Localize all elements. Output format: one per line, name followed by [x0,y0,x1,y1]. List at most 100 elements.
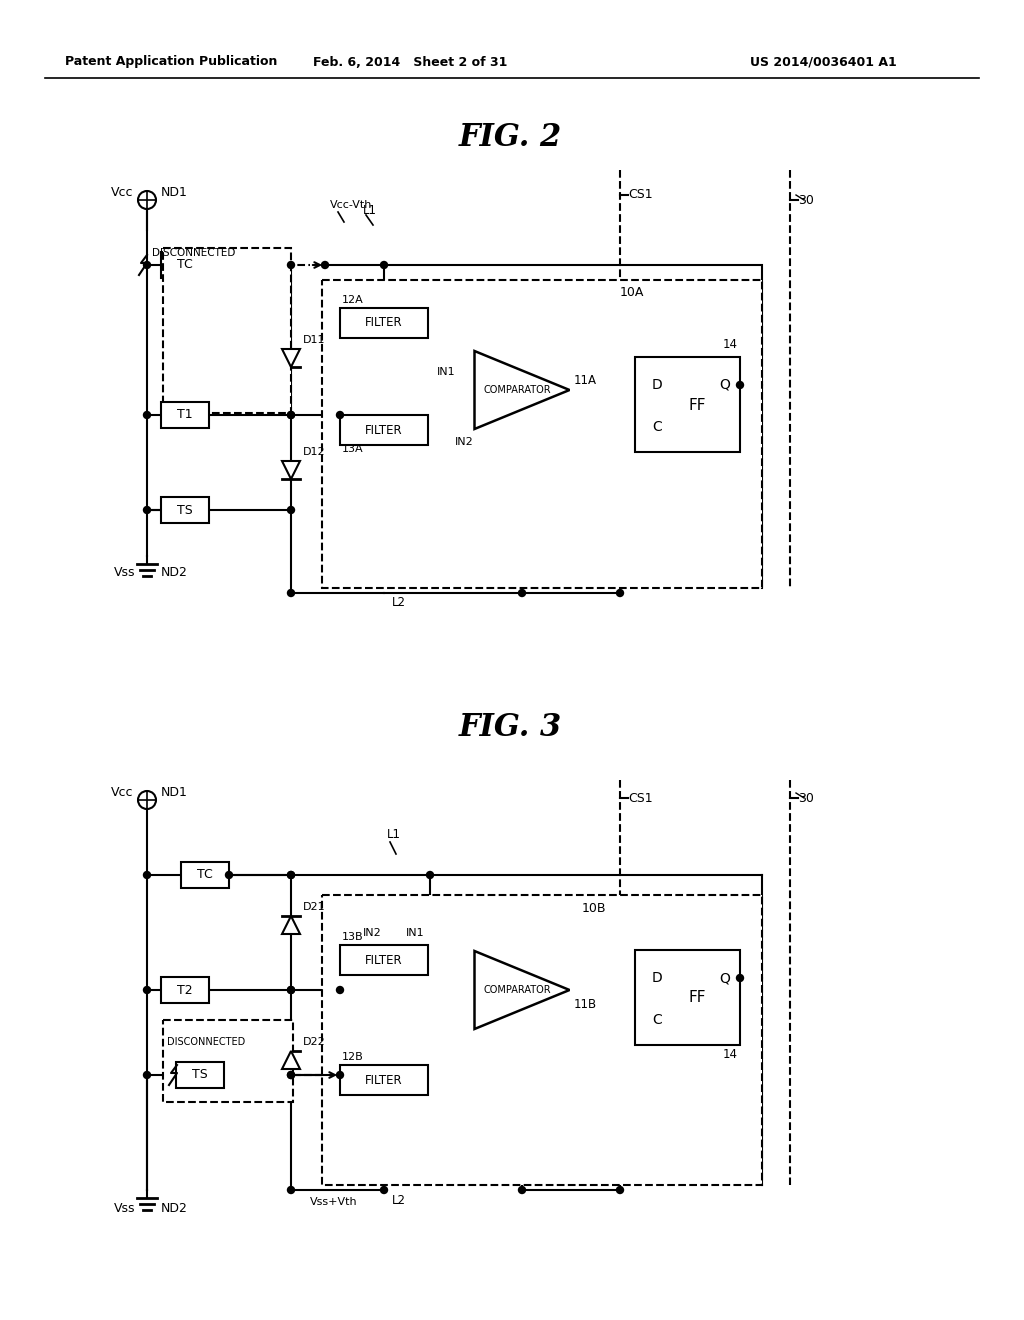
Bar [340,308,428,338]
Bar [322,895,762,1185]
Text: FIG. 3: FIG. 3 [459,713,561,743]
Text: FF: FF [688,990,706,1006]
Text: ND2: ND2 [161,1203,187,1214]
Circle shape [381,261,387,268]
Text: D12: D12 [303,447,326,457]
Bar [340,945,428,975]
Text: FILTER: FILTER [366,953,402,966]
Circle shape [143,412,151,418]
Polygon shape [282,348,300,367]
Text: 11A: 11A [574,374,597,387]
Circle shape [616,590,624,597]
Bar [161,977,209,1003]
Text: DISCONNECTED: DISCONNECTED [167,1038,246,1047]
Bar [161,252,209,279]
Circle shape [427,871,433,879]
Text: L1: L1 [362,203,377,216]
Circle shape [288,412,295,418]
Circle shape [225,871,232,879]
Circle shape [288,871,295,879]
Circle shape [288,1072,295,1078]
Text: 10B: 10B [582,902,606,915]
Bar [161,498,209,523]
Circle shape [288,590,295,597]
Polygon shape [474,950,569,1030]
Circle shape [288,412,295,418]
Circle shape [381,1187,387,1193]
Text: TC: TC [198,869,213,882]
Circle shape [288,871,295,879]
Text: FILTER: FILTER [366,317,402,330]
Circle shape [322,261,329,268]
Text: D22: D22 [303,1038,326,1047]
Text: FIG. 2: FIG. 2 [459,123,561,153]
Circle shape [288,261,295,268]
Text: 13A: 13A [342,444,364,454]
Text: L2: L2 [392,597,406,610]
Bar [163,248,291,413]
Text: IN2: IN2 [455,437,474,447]
Text: 12B: 12B [342,1052,364,1063]
Text: Vss: Vss [114,566,135,579]
Text: TS: TS [193,1068,208,1081]
Text: D11: D11 [303,335,326,345]
Circle shape [616,1187,624,1193]
Text: T2: T2 [177,983,193,997]
Text: ND2: ND2 [161,566,187,579]
Text: Vcc: Vcc [111,785,133,799]
Text: T1: T1 [177,408,193,421]
Text: CS1: CS1 [628,792,652,804]
Circle shape [337,412,343,418]
Text: IN1: IN1 [406,928,424,939]
Text: Q: Q [720,378,730,392]
Text: C: C [652,1012,662,1027]
Circle shape [518,590,525,597]
Polygon shape [282,461,300,479]
Bar [161,403,209,428]
Circle shape [143,986,151,994]
Text: 11B: 11B [574,998,597,1011]
Text: Vcc: Vcc [111,186,133,199]
Text: ND1: ND1 [161,186,187,199]
Text: FF: FF [688,397,706,412]
Bar [181,862,229,888]
Circle shape [143,261,151,268]
Text: IN1: IN1 [436,367,455,378]
Text: 10A: 10A [620,286,644,300]
Polygon shape [474,351,569,429]
Circle shape [288,986,295,994]
Text: Vss: Vss [114,1203,135,1214]
Text: CS1: CS1 [628,189,652,202]
Text: TC: TC [177,259,193,272]
Bar [635,356,740,451]
Bar [340,414,428,445]
Text: FILTER: FILTER [366,1073,402,1086]
Bar [322,280,762,587]
Text: L2: L2 [392,1193,406,1206]
Text: ND1: ND1 [161,785,187,799]
Bar [635,950,740,1045]
Text: 30: 30 [798,194,814,206]
Text: Vcc-Vth: Vcc-Vth [330,201,373,210]
Bar [340,1065,428,1096]
Text: COMPARATOR: COMPARATOR [483,985,551,995]
Text: L1: L1 [387,829,401,842]
Text: US 2014/0036401 A1: US 2014/0036401 A1 [750,55,897,69]
Text: TS: TS [177,503,193,516]
Text: 13B: 13B [342,932,364,942]
Bar [176,1063,224,1088]
Text: Vss+Vth: Vss+Vth [310,1197,357,1206]
Circle shape [288,507,295,513]
Text: 14: 14 [723,1048,738,1061]
Circle shape [288,1187,295,1193]
Text: 12A: 12A [342,294,364,305]
Circle shape [143,1072,151,1078]
Text: COMPARATOR: COMPARATOR [483,385,551,395]
Polygon shape [282,916,300,935]
Text: Q: Q [720,972,730,985]
Circle shape [143,507,151,513]
Circle shape [143,871,151,879]
Circle shape [337,1072,343,1078]
Text: C: C [652,420,662,434]
Text: D21: D21 [303,902,326,912]
